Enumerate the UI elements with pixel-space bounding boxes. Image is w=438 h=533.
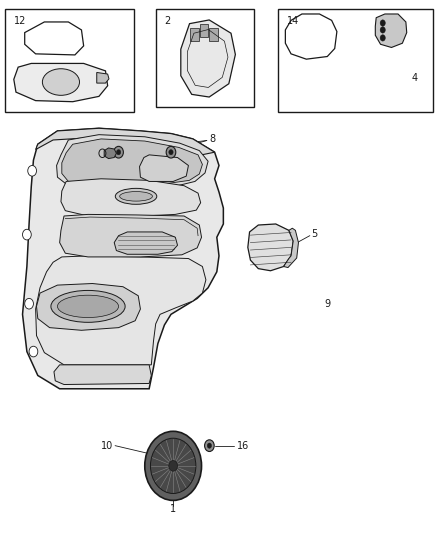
Circle shape — [169, 150, 173, 155]
Polygon shape — [36, 284, 141, 330]
Polygon shape — [284, 228, 298, 268]
Circle shape — [25, 298, 33, 309]
Polygon shape — [60, 214, 201, 257]
Polygon shape — [61, 179, 201, 216]
Polygon shape — [14, 63, 108, 102]
Text: 8: 8 — [209, 134, 215, 144]
Text: 10: 10 — [101, 441, 113, 451]
Bar — [190, 28, 199, 41]
Text: 2: 2 — [164, 15, 171, 26]
Circle shape — [380, 35, 385, 41]
Circle shape — [22, 229, 31, 240]
Polygon shape — [35, 256, 206, 365]
Circle shape — [150, 438, 196, 494]
Text: 9: 9 — [325, 298, 331, 309]
Circle shape — [205, 440, 214, 451]
Bar — [200, 23, 208, 37]
Polygon shape — [104, 148, 117, 159]
Circle shape — [169, 461, 177, 471]
Circle shape — [166, 147, 176, 158]
Text: 12: 12 — [14, 15, 26, 26]
Circle shape — [207, 443, 212, 448]
Ellipse shape — [120, 191, 152, 201]
Polygon shape — [35, 128, 215, 155]
Ellipse shape — [57, 295, 119, 318]
Polygon shape — [375, 14, 407, 47]
Polygon shape — [62, 139, 202, 184]
Circle shape — [29, 346, 38, 357]
Text: 16: 16 — [237, 441, 249, 451]
Bar — [209, 28, 218, 41]
Text: 18: 18 — [48, 215, 60, 225]
Polygon shape — [22, 128, 223, 389]
Text: 4: 4 — [411, 73, 417, 83]
Ellipse shape — [115, 188, 157, 204]
Text: 1: 1 — [170, 504, 176, 514]
Ellipse shape — [42, 69, 80, 95]
Polygon shape — [114, 232, 177, 254]
Circle shape — [380, 20, 385, 26]
Polygon shape — [140, 155, 188, 181]
Circle shape — [28, 165, 36, 176]
Polygon shape — [54, 365, 151, 384]
Bar — [155, 9, 254, 107]
Bar — [5, 9, 134, 112]
Text: 5: 5 — [311, 229, 318, 239]
Bar — [278, 9, 433, 112]
Polygon shape — [97, 72, 109, 83]
Ellipse shape — [51, 290, 125, 322]
Text: 14: 14 — [287, 15, 299, 26]
Polygon shape — [57, 135, 208, 188]
Circle shape — [117, 150, 121, 155]
Circle shape — [114, 147, 124, 158]
Circle shape — [380, 27, 385, 33]
Polygon shape — [248, 224, 293, 271]
Polygon shape — [181, 20, 235, 97]
Circle shape — [145, 431, 201, 500]
